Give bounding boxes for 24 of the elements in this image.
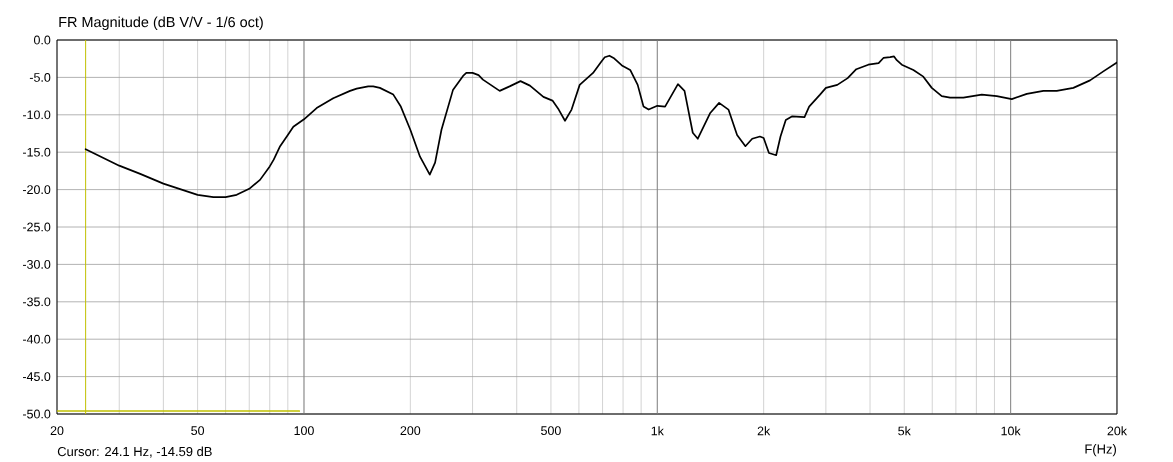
x-tick-label: 100 xyxy=(294,426,314,436)
x-tick-label: 5k xyxy=(898,426,911,436)
y-tick-label: -5.0 xyxy=(29,73,51,82)
y-tick-label: 0.0 xyxy=(33,35,51,45)
y-tick-label: -10.0 xyxy=(22,110,51,120)
text: Cursor: 24.1 Hz, -14.59 dB xyxy=(57,446,212,458)
y-tick-label: -20.0 xyxy=(22,185,51,195)
y-tick-label: -15.0 xyxy=(22,147,51,157)
x-tick-label: 10k xyxy=(1001,426,1021,436)
y-tick-label: -45.0 xyxy=(22,372,51,382)
y-tick-label: -30.0 xyxy=(22,260,51,269)
x-tick-label: 1k xyxy=(651,426,664,436)
y-tick-label: -50.0 xyxy=(22,409,51,419)
x-tick-label: 20k xyxy=(1107,426,1128,436)
y-tick-label: -40.0 xyxy=(22,334,51,344)
x-tick-label: 20 xyxy=(50,426,64,436)
x-tick-label: 2k xyxy=(757,426,771,436)
x-tick-label: 50 xyxy=(191,426,205,436)
x-tick-label: 200 xyxy=(400,426,421,436)
x-axis-title: F(Hz) xyxy=(1085,444,1116,457)
y-tick-label: -25.0 xyxy=(22,222,51,232)
x-tick-label: 500 xyxy=(541,426,561,436)
y-tick-label: -35.0 xyxy=(22,297,51,307)
chart-title: FR Magnitude (dB V/V - 1/6 oct) xyxy=(59,16,263,31)
